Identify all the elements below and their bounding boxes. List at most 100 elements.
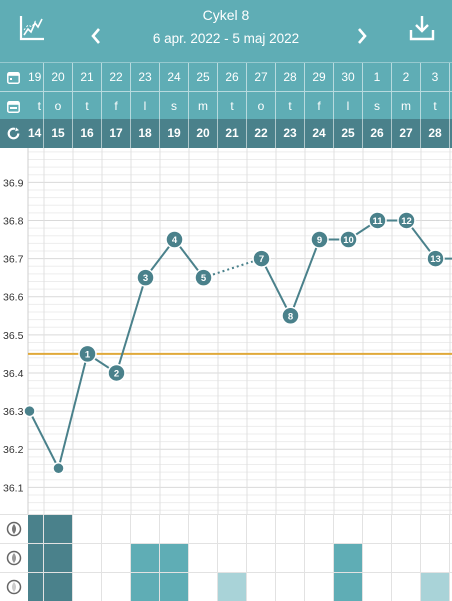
bleeding-cell[interactable] (28, 544, 44, 572)
next-cycle-button[interactable] (356, 27, 368, 49)
bleeding-cell[interactable] (247, 515, 276, 543)
chart-icon[interactable] (18, 14, 46, 42)
bleeding-cell[interactable] (276, 544, 305, 572)
cycle_days-cell[interactable]: 23 (276, 119, 305, 148)
bleeding-cell[interactable] (102, 544, 131, 572)
cycle_days-cell[interactable]: 19 (160, 119, 189, 148)
dates-cell[interactable]: 25 (189, 63, 218, 92)
bleeding-cell[interactable] (247, 544, 276, 572)
bleeding-cell[interactable] (421, 573, 450, 601)
cycle_days-cell[interactable]: 26 (363, 119, 392, 148)
temperature-point[interactable] (368, 211, 387, 230)
bleeding-cell[interactable] (28, 515, 44, 543)
bleeding-cell[interactable] (363, 515, 392, 543)
bleeding-cell[interactable] (160, 515, 189, 543)
cycle_days-cell[interactable]: 22 (247, 119, 276, 148)
cycle_days-cell[interactable]: 27 (392, 119, 421, 148)
cycle_days-cell[interactable]: 15 (44, 119, 73, 148)
bleeding-cell[interactable] (102, 573, 131, 601)
bleeding-cell[interactable] (334, 544, 363, 572)
dates-cell[interactable]: 29 (305, 63, 334, 92)
cycle_days-cell[interactable]: 21 (218, 119, 247, 148)
bleeding-cell[interactable] (44, 544, 73, 572)
temperature-point[interactable] (165, 230, 184, 249)
weekdays-cell[interactable]: t (421, 92, 450, 121)
weekdays-cell[interactable]: f (305, 92, 334, 121)
dates-cell[interactable]: 1 (363, 63, 392, 92)
temperature-point[interactable] (426, 249, 445, 268)
weekdays-cell[interactable]: o (247, 92, 276, 121)
temperature-point[interactable] (194, 268, 213, 287)
cycle_days-cell[interactable]: 16 (73, 119, 102, 148)
bleeding-cell[interactable] (392, 544, 421, 572)
dates-cell[interactable]: 19 (28, 63, 44, 92)
bleeding-cell[interactable] (421, 515, 450, 543)
bleeding-cell[interactable] (392, 573, 421, 601)
bleeding-cell[interactable] (131, 573, 160, 601)
bleeding-cell[interactable] (218, 544, 247, 572)
bleeding-cell[interactable] (421, 544, 450, 572)
bleeding-cell[interactable] (363, 573, 392, 601)
bleeding-cell[interactable] (305, 573, 334, 601)
temperature-point[interactable] (78, 344, 97, 364)
bleeding-cell[interactable] (73, 573, 102, 601)
temperature-point[interactable] (136, 268, 155, 287)
weekdays-cell[interactable]: m (189, 92, 218, 121)
bleeding-cell[interactable] (189, 573, 218, 601)
bleeding-cell[interactable] (28, 573, 44, 601)
previous-cycle-button[interactable] (90, 27, 102, 49)
bleeding-cell[interactable] (189, 515, 218, 543)
temperature-chart[interactable]: 36.936.836.736.636.536.436.336.236.11234… (0, 148, 452, 514)
weekdays-cell[interactable]: l (131, 92, 160, 121)
weekdays-cell[interactable]: l (334, 92, 363, 121)
dates-cell[interactable]: 23 (131, 63, 160, 92)
bleeding-cell[interactable] (305, 544, 334, 572)
bleeding-cell[interactable] (73, 515, 102, 543)
bleeding-cell[interactable] (160, 544, 189, 572)
temperature-point[interactable] (23, 404, 36, 418)
temperature-point[interactable] (310, 230, 329, 249)
cycle_days-cell[interactable]: 20 (189, 119, 218, 148)
cycle_days-cell[interactable]: 17 (102, 119, 131, 148)
dates-cell[interactable]: 22 (102, 63, 131, 92)
weekdays-cell[interactable]: t (28, 92, 44, 121)
weekdays-cell[interactable]: o (44, 92, 73, 121)
bleeding-cell[interactable] (218, 573, 247, 601)
bleeding-cell[interactable] (305, 515, 334, 543)
temperature-point[interactable] (339, 230, 358, 249)
weekdays-cell[interactable]: f (102, 92, 131, 121)
bleeding-cell[interactable] (44, 573, 73, 601)
temperature-point[interactable] (281, 306, 300, 325)
bleeding-cell[interactable] (276, 515, 305, 543)
dates-cell[interactable]: 2 (392, 63, 421, 92)
bleeding-cell[interactable] (363, 544, 392, 572)
bleeding-cell[interactable] (392, 515, 421, 543)
dates-cell[interactable]: 26 (218, 63, 247, 92)
cycle_days-cell[interactable]: 14 (28, 119, 44, 148)
bleeding-cell[interactable] (160, 573, 189, 601)
weekdays-cell[interactable]: s (160, 92, 189, 121)
dates-cell[interactable]: 30 (334, 63, 363, 92)
temperature-point[interactable] (252, 249, 271, 268)
temperature-point[interactable] (397, 211, 416, 230)
weekdays-cell[interactable]: t (73, 92, 102, 121)
cycle_days-cell[interactable]: 24 (305, 119, 334, 148)
bleeding-cell[interactable] (44, 515, 73, 543)
dates-cell[interactable]: 3 (421, 63, 450, 92)
weekdays-cell[interactable]: m (392, 92, 421, 121)
cycle_days-cell[interactable]: 18 (131, 119, 160, 148)
weekdays-cell[interactable]: s (363, 92, 392, 121)
bleeding-cell[interactable] (102, 515, 131, 543)
bleeding-cell[interactable] (218, 515, 247, 543)
bleeding-cell[interactable] (189, 544, 218, 572)
dates-cell[interactable]: 27 (247, 63, 276, 92)
bleeding-cell[interactable] (73, 544, 102, 572)
bleeding-cell[interactable] (334, 515, 363, 543)
cycle_days-cell[interactable]: 25 (334, 119, 363, 148)
cycle_days-cell[interactable]: 28 (421, 119, 450, 148)
dates-cell[interactable]: 21 (73, 63, 102, 92)
bleeding-cell[interactable] (334, 573, 363, 601)
download-icon[interactable] (408, 14, 436, 42)
weekdays-cell[interactable]: t (218, 92, 247, 121)
bleeding-cell[interactable] (131, 515, 160, 543)
